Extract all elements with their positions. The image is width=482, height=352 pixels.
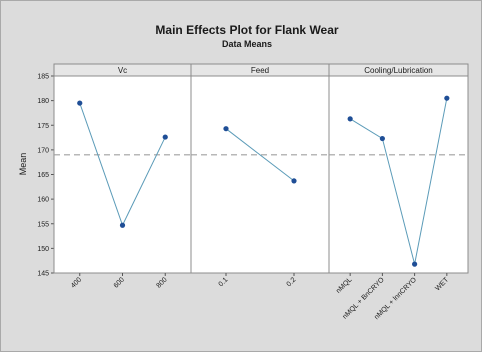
chart-subtitle: Data Means bbox=[222, 39, 272, 49]
panel-label-2: Cooling/Lubrication bbox=[364, 66, 433, 75]
data-point-2-2 bbox=[412, 261, 418, 267]
y-tick-label-4: 165 bbox=[37, 172, 49, 179]
panel-label-0: Vc bbox=[118, 66, 127, 75]
data-point-2-0 bbox=[347, 116, 353, 122]
chart-title: Main Effects Plot for Flank Wear bbox=[155, 23, 338, 37]
x-tick-label-2-0: nMQL bbox=[335, 276, 354, 295]
data-point-2-1 bbox=[379, 135, 385, 142]
data-point-2-3 bbox=[444, 95, 450, 101]
data-point-1-1 bbox=[291, 178, 297, 184]
x-tick-label-2-3: WET bbox=[434, 276, 450, 292]
panel-border-2 bbox=[328, 75, 469, 274]
data-point-0-0 bbox=[77, 100, 83, 106]
data-point-0-1 bbox=[119, 222, 126, 228]
y-tick-label-7: 180 bbox=[37, 98, 49, 105]
series-line-1 bbox=[225, 128, 295, 182]
y-tick-label-2: 155 bbox=[37, 221, 49, 228]
y-tick-label-6: 175 bbox=[37, 123, 49, 130]
x-tick-label-1-1: 0.2 bbox=[286, 276, 298, 288]
x-tick-label-0-0: 400 bbox=[70, 276, 83, 289]
y-tick-label-3: 160 bbox=[37, 197, 49, 204]
data-point-0-2 bbox=[162, 134, 168, 140]
plot-area bbox=[53, 63, 469, 274]
x-tick-label-0-1: 600 bbox=[113, 276, 126, 289]
y-axis-label: Mean bbox=[18, 153, 28, 176]
x-tick-label-1-0: 0.1 bbox=[218, 276, 230, 288]
y-tick-label-0: 145 bbox=[37, 271, 49, 278]
series-line-2 bbox=[349, 98, 448, 265]
y-tick-label-5: 170 bbox=[37, 147, 49, 154]
panel-label-1: Feed bbox=[251, 66, 269, 75]
data-point-1-0 bbox=[223, 126, 229, 132]
x-tick-label-0-2: 800 bbox=[155, 276, 168, 289]
y-tick-label-1: 150 bbox=[37, 246, 49, 253]
y-tick-label-8: 185 bbox=[37, 74, 49, 81]
